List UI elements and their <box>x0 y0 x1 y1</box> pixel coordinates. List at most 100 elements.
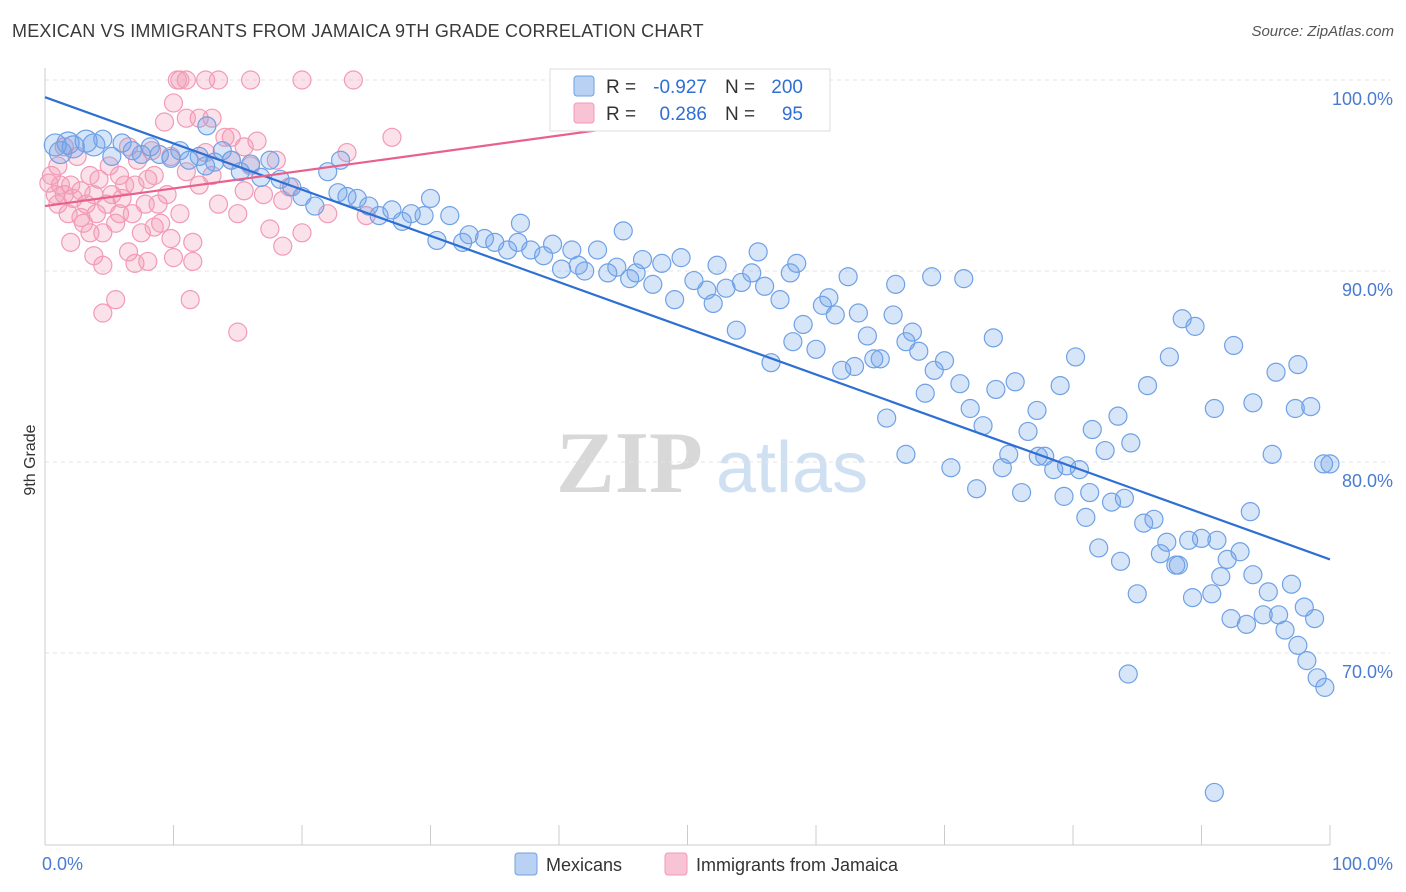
stats-n-label-mexicans: N = <box>725 77 755 98</box>
point-mexicans-77 <box>883 305 903 325</box>
point-mexicans-61 <box>684 270 704 291</box>
point-mexicans-69 <box>780 263 800 283</box>
point-mexicans-104 <box>1230 542 1250 562</box>
point-jamaica-80 <box>180 290 200 310</box>
point-jamaica-55 <box>266 150 286 170</box>
point-mexicans-183 <box>1204 782 1224 803</box>
point-mexicans-28 <box>305 196 325 216</box>
point-mexicans-122 <box>922 267 942 287</box>
point-mexicans-125 <box>1005 372 1025 392</box>
point-mexicans-83 <box>960 398 980 419</box>
point-jamaica-84 <box>221 127 241 147</box>
point-mexicans-106 <box>1258 582 1278 602</box>
point-mexicans-158 <box>877 408 897 428</box>
trend-line-mexicans <box>44 96 1331 561</box>
point-jamaica-60 <box>337 142 357 163</box>
point-mexicans-105 <box>1243 565 1263 585</box>
point-mexicans-67 <box>754 276 775 296</box>
point-mexicans-108 <box>1281 574 1302 594</box>
point-mexicans-115 <box>613 221 633 241</box>
point-mexicans-163 <box>992 458 1012 478</box>
point-mexicans-150 <box>665 290 685 310</box>
point-mexicans-140 <box>1288 354 1308 375</box>
point-mexicans-161 <box>941 458 961 478</box>
point-mexicans-143 <box>1320 454 1340 474</box>
stats-n-value-jamaica: 95 <box>782 104 803 125</box>
point-mexicans-111 <box>1211 566 1231 587</box>
point-mexicans-177 <box>1253 605 1273 625</box>
legend-label-jamaica: Immigrants from Jamaica <box>696 855 899 875</box>
point-jamaica-14 <box>86 204 107 224</box>
point-mexicans-96 <box>1134 513 1154 533</box>
y-tick-label-80: 80.0% <box>1342 471 1393 491</box>
watermark-atlas: atlas <box>716 428 868 508</box>
point-jamaica-77 <box>183 251 203 272</box>
point-mexicans-168 <box>1089 538 1109 558</box>
point-mexicans-63 <box>707 255 727 275</box>
point-mexicans-129 <box>1082 419 1102 440</box>
point-mexicans-167 <box>1076 507 1096 527</box>
point-mexicans-40 <box>440 206 460 226</box>
point-mexicans-142 <box>1313 454 1334 474</box>
point-mexicans-87 <box>1018 421 1038 442</box>
legend-swatch-mexicans <box>514 852 538 876</box>
point-jamaica-70 <box>61 232 81 252</box>
stats-swatch-mexicans <box>573 75 595 97</box>
point-jamaica-68 <box>292 70 312 90</box>
point-jamaica-32 <box>144 165 164 186</box>
source-credit: Source: ZipAtlas.com <box>1251 23 1394 40</box>
point-mexicans-95 <box>1114 488 1135 508</box>
point-mexicans-82 <box>950 374 970 394</box>
point-mexicans-181 <box>1307 668 1327 688</box>
point-mexicans-184 <box>1118 664 1138 684</box>
point-jamaica-88 <box>80 223 100 243</box>
point-jamaica-79 <box>93 303 113 323</box>
point-mexicans-144 <box>197 116 217 136</box>
point-mexicans-1 <box>48 140 73 165</box>
point-jamaica-85 <box>234 137 254 157</box>
point-mexicans-45 <box>498 240 518 260</box>
point-mexicans-76 <box>870 349 890 369</box>
point-mexicans-7 <box>102 146 122 166</box>
point-mexicans-102 <box>1207 530 1227 550</box>
axes <box>44 68 1331 846</box>
point-mexicans-42 <box>459 225 479 245</box>
point-mexicans-58 <box>643 274 663 294</box>
point-mexicans-116 <box>748 242 768 262</box>
point-mexicans-173 <box>1182 588 1203 608</box>
y-tick-label-90: 90.0% <box>1342 280 1393 300</box>
point-mexicans-55 <box>607 257 627 277</box>
point-mexicans-174 <box>1202 584 1222 604</box>
point-mexicans-155 <box>806 339 826 359</box>
point-jamaica-72 <box>93 255 113 275</box>
point-mexicans-66 <box>742 263 762 283</box>
point-mexicans-65 <box>731 272 752 293</box>
point-mexicans-164 <box>1011 482 1032 503</box>
point-mexicans-128 <box>1065 347 1086 367</box>
point-jamaica-54 <box>260 219 280 239</box>
point-jamaica-95 <box>273 236 293 256</box>
point-mexicans-147 <box>510 213 531 233</box>
point-jamaica-78 <box>106 290 126 310</box>
point-mexicans-159 <box>896 444 916 464</box>
point-mexicans-139 <box>1266 362 1286 382</box>
point-mexicans-24 <box>260 150 280 170</box>
point-jamaica-87 <box>71 207 91 228</box>
point-mexicans-73 <box>838 267 858 287</box>
point-jamaica-35 <box>154 112 175 132</box>
point-jamaica-5 <box>58 204 78 224</box>
point-mexicans-136 <box>1204 398 1224 419</box>
point-mexicans-81 <box>934 351 955 371</box>
point-mexicans-98 <box>1157 532 1177 552</box>
point-mexicans-38 <box>414 206 434 226</box>
gridlines <box>45 79 1390 654</box>
point-mexicans-97 <box>1144 509 1164 529</box>
point-mexicans-12 <box>149 144 169 165</box>
point-mexicans-119 <box>844 356 865 377</box>
point-mexicans-180 <box>1297 651 1317 671</box>
point-mexicans-114 <box>1285 398 1305 419</box>
point-jamaica-50 <box>234 181 254 201</box>
stats-legend-box: R = -0.927 N = 200 R = 0.286 N = 95 <box>549 68 831 132</box>
point-mexicans-176 <box>1236 614 1257 634</box>
